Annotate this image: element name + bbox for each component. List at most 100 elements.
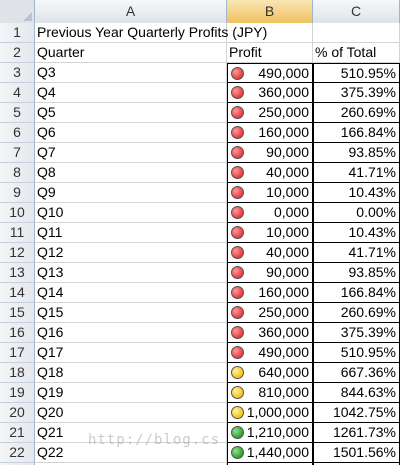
cell-quarter[interactable]: Q5 <box>35 103 227 123</box>
cell-quarter[interactable]: Q15 <box>35 303 227 323</box>
row-number[interactable]: 2 <box>0 43 35 63</box>
cell-quarter[interactable]: Q19 <box>35 383 227 403</box>
row-number[interactable]: 5 <box>0 103 35 123</box>
cell-quarter[interactable]: Q16 <box>35 323 227 343</box>
column-header-b[interactable]: B <box>227 0 313 23</box>
cell-quarter[interactable]: Q11 <box>35 223 227 243</box>
cell-percent[interactable]: 844.63% <box>313 383 400 403</box>
status-circle-icon <box>231 166 244 179</box>
cell-percent[interactable]: 1501.56% <box>313 443 400 463</box>
row-number[interactable]: 4 <box>0 83 35 103</box>
column-header-c[interactable]: C <box>313 0 400 23</box>
cell-quarter[interactable]: Q20 <box>35 403 227 423</box>
table-row: 8 Q8 40,000 41.71% <box>0 163 402 183</box>
row-number[interactable]: 19 <box>0 383 35 403</box>
cell-quarter[interactable]: Q4 <box>35 83 227 103</box>
cell-profit[interactable]: 10,000 <box>227 223 313 243</box>
table-row: 7 Q7 90,000 93.85% <box>0 143 402 163</box>
cell-quarter[interactable]: Q13 <box>35 263 227 283</box>
cell-percent[interactable]: 375.39% <box>313 323 400 343</box>
cell-profit[interactable]: 640,000 <box>227 363 313 383</box>
row-number[interactable]: 8 <box>0 163 35 183</box>
cell-percent[interactable]: 166.84% <box>313 123 400 143</box>
cell-title[interactable]: Previous Year Quarterly Profits (JPY) <box>35 23 267 43</box>
profit-value: 360,000 <box>258 84 309 100</box>
row-number[interactable]: 1 <box>0 23 35 43</box>
cell-profit[interactable]: 1,440,000 <box>227 443 313 463</box>
cell-profit[interactable]: 490,000 <box>227 343 313 363</box>
row-number[interactable]: 7 <box>0 143 35 163</box>
cell-quarter[interactable]: Q3 <box>35 63 227 83</box>
row-number[interactable]: 9 <box>0 183 35 203</box>
cell-profit[interactable]: 40,000 <box>227 163 313 183</box>
cell-header-percent[interactable]: % of Total <box>313 43 400 63</box>
row-number[interactable]: 13 <box>0 263 35 283</box>
cell-quarter[interactable]: Q18 <box>35 363 227 383</box>
cell-profit[interactable]: 160,000 <box>227 123 313 143</box>
cell-percent[interactable]: 260.69% <box>313 103 400 123</box>
cell-quarter[interactable]: Q12 <box>35 243 227 263</box>
cell-profit[interactable]: 250,000 <box>227 103 313 123</box>
cell-percent[interactable]: 510.95% <box>313 63 400 83</box>
row-number[interactable]: 18 <box>0 363 35 383</box>
cell-quarter[interactable]: Q6 <box>35 123 227 143</box>
row-number[interactable]: 22 <box>0 443 35 463</box>
row-number[interactable]: 10 <box>0 203 35 223</box>
cell-percent[interactable]: 1042.75% <box>313 403 400 423</box>
cell-quarter[interactable]: Q17 <box>35 343 227 363</box>
column-header-a[interactable]: A <box>35 0 227 23</box>
cell-profit[interactable]: 250,000 <box>227 303 313 323</box>
cell[interactable] <box>313 23 400 43</box>
row-number[interactable]: 20 <box>0 403 35 423</box>
cell-profit[interactable]: 490,000 <box>227 63 313 83</box>
row-number[interactable]: 11 <box>0 223 35 243</box>
profit-value: 250,000 <box>258 104 309 120</box>
cell-profit[interactable]: 0,000 <box>227 203 313 223</box>
cell-profit[interactable]: 360,000 <box>227 323 313 343</box>
cell-profit[interactable]: 810,000 <box>227 383 313 403</box>
cell-quarter[interactable]: Q10 <box>35 203 227 223</box>
row-number[interactable]: 17 <box>0 343 35 363</box>
row-number[interactable]: 3 <box>0 63 35 83</box>
status-circle-icon <box>231 446 244 459</box>
row-number[interactable]: 16 <box>0 323 35 343</box>
cell-profit[interactable]: 10,000 <box>227 183 313 203</box>
cell-quarter[interactable]: Q7 <box>35 143 227 163</box>
cell-quarter[interactable]: Q21 <box>35 423 227 443</box>
cell-percent[interactable]: 1261.73% <box>313 423 400 443</box>
row-number[interactable]: 14 <box>0 283 35 303</box>
cell-profit[interactable]: 90,000 <box>227 143 313 163</box>
cell-profit[interactable]: 1,210,000 <box>227 423 313 443</box>
cell-percent[interactable]: 93.85% <box>313 143 400 163</box>
cell-header-profit[interactable]: Profit <box>227 43 313 63</box>
row-number[interactable]: 15 <box>0 303 35 323</box>
cell-percent[interactable]: 10.43% <box>313 223 400 243</box>
cell-percent[interactable]: 41.71% <box>313 243 400 263</box>
cell-percent[interactable]: 667.36% <box>313 363 400 383</box>
select-all-corner[interactable] <box>0 0 35 23</box>
cell-percent[interactable]: 260.69% <box>313 303 400 323</box>
cell-quarter[interactable]: Q8 <box>35 163 227 183</box>
cell-percent[interactable]: 166.84% <box>313 283 400 303</box>
cell-header-quarter[interactable]: Quarter <box>35 43 227 63</box>
cell-profit[interactable]: 40,000 <box>227 243 313 263</box>
cell-quarter[interactable]: Q9 <box>35 183 227 203</box>
cell[interactable] <box>227 23 313 43</box>
cell-quarter[interactable]: Q14 <box>35 283 227 303</box>
status-circle-icon <box>231 386 244 399</box>
cell-profit[interactable]: 1,000,000 <box>227 403 313 423</box>
row-number[interactable]: 21 <box>0 423 35 443</box>
profit-value: 160,000 <box>258 124 309 140</box>
cell-quarter[interactable]: Q22 <box>35 443 227 463</box>
row-number[interactable]: 6 <box>0 123 35 143</box>
row-number[interactable]: 12 <box>0 243 35 263</box>
cell-percent[interactable]: 41.71% <box>313 163 400 183</box>
cell-percent[interactable]: 93.85% <box>313 263 400 283</box>
cell-profit[interactable]: 90,000 <box>227 263 313 283</box>
cell-profit[interactable]: 160,000 <box>227 283 313 303</box>
cell-profit[interactable]: 360,000 <box>227 83 313 103</box>
cell-percent[interactable]: 10.43% <box>313 183 400 203</box>
cell-percent[interactable]: 510.95% <box>313 343 400 363</box>
cell-percent[interactable]: 0.00% <box>313 203 400 223</box>
cell-percent[interactable]: 375.39% <box>313 83 400 103</box>
